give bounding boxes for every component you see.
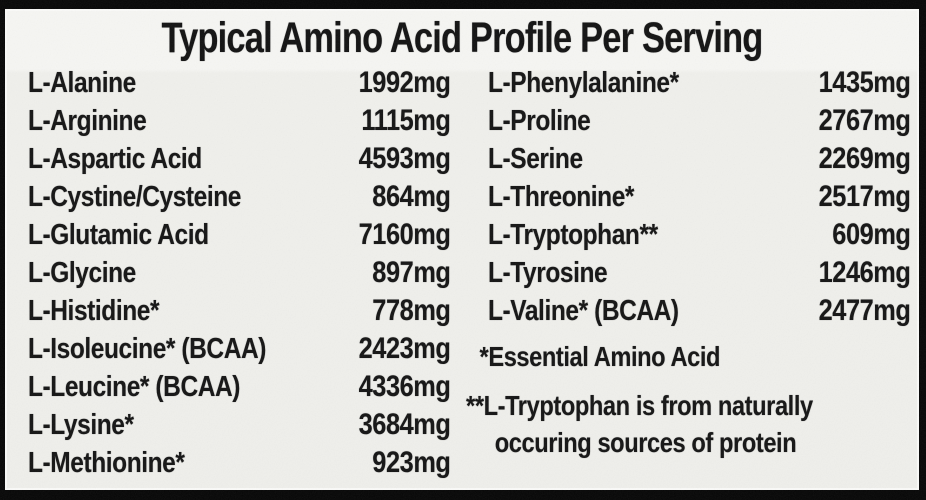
table-row: L-Alanine 1992mg: [28, 64, 451, 102]
amino-acid-value: 778mg: [372, 294, 451, 327]
table-row: L-Tyrosine 1246mg: [488, 254, 911, 292]
amino-acid-value: 2477mg: [818, 294, 911, 327]
table-row: L-Lysine* 3684mg: [28, 406, 451, 444]
table-row: L-Valine* (BCAA) 2477mg: [488, 292, 911, 330]
table-row: L-Threonine* 2517mg: [488, 178, 911, 216]
table-row: L-Tryptophan** 609mg: [488, 216, 911, 254]
footnote-tryptophan-line1: **L-Tryptophan is from naturally: [466, 390, 813, 421]
amino-acid-name: L-Threonine*: [488, 181, 635, 213]
amino-acid-value: 609mg: [832, 218, 911, 251]
table-row: L-Methionine* 923mg: [28, 444, 451, 482]
amino-acid-value: 2767mg: [818, 104, 911, 137]
amino-acid-name: L-Alanine: [28, 67, 136, 99]
amino-acid-column-right: L-Phenylalanine* 1435mg L-Proline 2767mg L-S…: [466, 64, 911, 461]
amino-acid-value: 1246mg: [818, 256, 911, 289]
amino-acid-name: L-Isoleucine* (BCAA): [28, 333, 266, 365]
amino-acid-value: 1115mg: [361, 104, 451, 137]
amino-acid-name: L-Tyrosine: [488, 257, 608, 289]
table-row: L-Glutamic Acid 7160mg: [28, 216, 451, 254]
amino-acid-value: 864mg: [372, 180, 451, 213]
amino-acid-name: L-Proline: [488, 105, 591, 137]
amino-acid-value: 7160mg: [358, 218, 451, 251]
amino-acid-name: L-Tryptophan**: [488, 219, 658, 251]
footnote-essential-amino-acid: *Essential Amino Acid: [479, 341, 721, 372]
table-row: L-Aspartic Acid 4593mg: [28, 140, 451, 178]
footnotes: *Essential Amino Acid **L-Tryptophan is f…: [466, 339, 911, 461]
amino-acid-name: L-Phenylalanine*: [488, 67, 679, 99]
amino-acid-name: L-Arginine: [28, 105, 147, 137]
table-row: L-Cystine/Cysteine 864mg: [28, 178, 451, 216]
amino-acid-value: 4336mg: [358, 370, 451, 403]
amino-acid-value: 4593mg: [358, 142, 451, 175]
amino-acid-name: L-Cystine/Cysteine: [28, 181, 242, 213]
table-row: L-Proline 2767mg: [488, 102, 911, 140]
amino-acid-name: L-Serine: [488, 143, 583, 175]
table-row: L-Arginine 1115mg: [28, 102, 451, 140]
page-title: Typical Amino Acid Profile Per Serving: [161, 14, 763, 62]
table-row: L-Isoleucine* (BCAA) 2423mg: [28, 330, 451, 368]
table-row: L-Glycine 897mg: [28, 254, 451, 292]
footnote-tryptophan-line2: occuring sources of protein: [494, 427, 797, 458]
amino-acid-name: L-Glutamic Acid: [28, 219, 209, 251]
label-content-area: Typical Amino Acid Profile Per Serving L…: [5, 9, 919, 490]
amino-acid-name: L-Leucine* (BCAA): [28, 371, 241, 403]
amino-acid-name: L-Valine* (BCAA): [488, 295, 679, 327]
amino-acid-value: 1435mg: [818, 66, 911, 99]
amino-acid-value: 2517mg: [818, 180, 911, 213]
amino-acid-value: 1992mg: [358, 66, 451, 99]
amino-acid-name: L-Glycine: [28, 257, 136, 289]
amino-acid-value: 897mg: [372, 256, 451, 289]
amino-acid-name: L-Histidine*: [28, 295, 160, 327]
table-row: L-Leucine* (BCAA) 4336mg: [28, 368, 451, 406]
table-row: L-Serine 2269mg: [488, 140, 911, 178]
amino-acid-value: 3684mg: [358, 408, 451, 441]
amino-acid-name: L-Aspartic Acid: [28, 143, 202, 175]
amino-acid-column-left: L-Alanine 1992mg L-Arginine 1115mg L-Asparti…: [28, 64, 451, 482]
amino-acid-name: L-Lysine*: [28, 409, 134, 441]
amino-acid-value: 2269mg: [818, 142, 911, 175]
table-row: L-Histidine* 778mg: [28, 292, 451, 330]
table-row: L-Phenylalanine* 1435mg: [488, 64, 911, 102]
amino-acid-value: 923mg: [372, 446, 451, 479]
footnote-tryptophan-source: **L-Tryptophan is from naturally occuring…: [466, 387, 910, 461]
amino-acid-name: L-Methionine*: [28, 447, 185, 479]
amino-acid-value: 2423mg: [358, 332, 451, 365]
